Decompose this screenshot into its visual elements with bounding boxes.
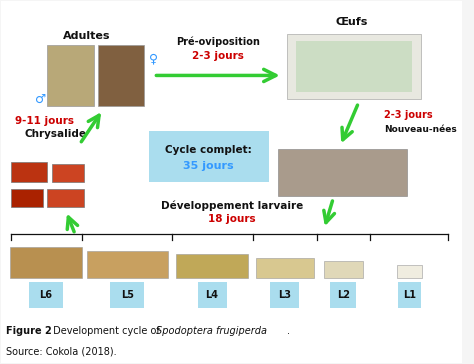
FancyBboxPatch shape: [176, 254, 248, 278]
FancyBboxPatch shape: [10, 162, 47, 182]
Text: ♂: ♂: [35, 92, 46, 106]
Text: L3: L3: [278, 290, 292, 300]
FancyBboxPatch shape: [149, 131, 269, 182]
Text: .: .: [287, 327, 290, 336]
Text: Source: Cokola (2018).: Source: Cokola (2018).: [6, 347, 117, 356]
Text: 9-11 jours: 9-11 jours: [15, 116, 74, 126]
FancyBboxPatch shape: [10, 247, 82, 278]
FancyBboxPatch shape: [256, 258, 314, 278]
Text: L6: L6: [40, 290, 53, 300]
FancyBboxPatch shape: [110, 282, 144, 308]
FancyBboxPatch shape: [278, 150, 407, 197]
FancyBboxPatch shape: [330, 282, 356, 308]
Text: 2-3 jours: 2-3 jours: [192, 51, 244, 61]
Text: L5: L5: [121, 290, 134, 300]
FancyBboxPatch shape: [52, 164, 84, 182]
Text: Cycle complet:: Cycle complet:: [165, 145, 252, 155]
Text: ♀: ♀: [149, 53, 158, 66]
FancyBboxPatch shape: [398, 282, 421, 308]
Text: Œufs: Œufs: [336, 17, 368, 27]
Text: Spodoptera frugiperda: Spodoptera frugiperda: [156, 327, 267, 336]
FancyBboxPatch shape: [397, 265, 422, 278]
Text: Pré-oviposition: Pré-oviposition: [176, 36, 260, 47]
FancyBboxPatch shape: [270, 282, 300, 308]
Text: L1: L1: [403, 290, 416, 300]
FancyBboxPatch shape: [87, 251, 167, 278]
Text: Développement larvaire: Développement larvaire: [161, 201, 303, 211]
Text: Nouveau-nées: Nouveau-nées: [384, 125, 457, 134]
Text: Figure 2: Figure 2: [6, 327, 52, 336]
Text: . Development cycle of: . Development cycle of: [46, 327, 163, 336]
Text: L2: L2: [337, 290, 350, 300]
FancyBboxPatch shape: [1, 1, 462, 363]
FancyBboxPatch shape: [198, 282, 227, 308]
FancyBboxPatch shape: [10, 189, 43, 207]
Text: 18 jours: 18 jours: [208, 214, 255, 223]
FancyBboxPatch shape: [98, 45, 144, 106]
FancyBboxPatch shape: [287, 34, 421, 99]
Text: 2-3 jours: 2-3 jours: [384, 110, 433, 120]
FancyBboxPatch shape: [47, 45, 93, 106]
FancyBboxPatch shape: [296, 41, 411, 92]
Text: L4: L4: [206, 290, 219, 300]
Text: Adultes: Adultes: [63, 31, 110, 41]
FancyBboxPatch shape: [324, 261, 363, 278]
Text: Chrysalide: Chrysalide: [25, 128, 86, 139]
FancyBboxPatch shape: [29, 282, 63, 308]
Text: 35 jours: 35 jours: [183, 161, 234, 171]
FancyBboxPatch shape: [47, 189, 84, 207]
